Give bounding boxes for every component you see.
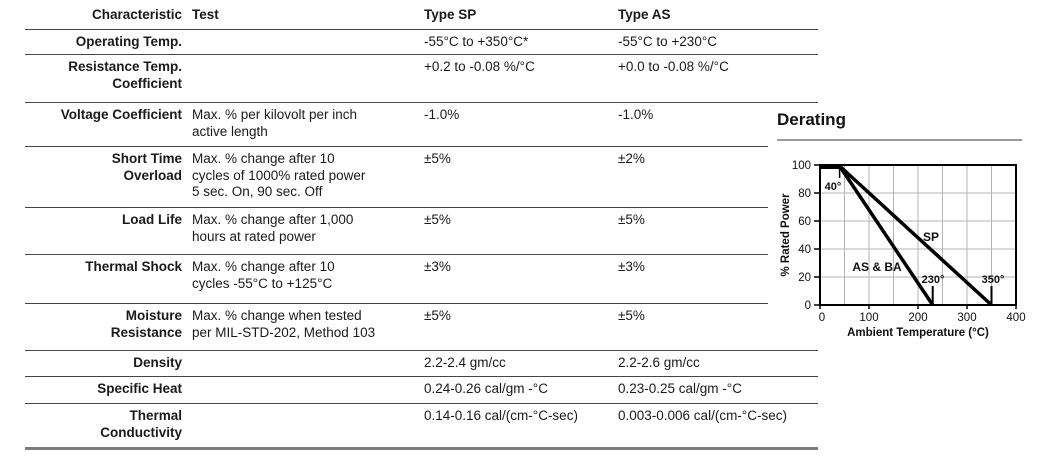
x-tick-200: 200 [908, 312, 927, 324]
row-test: Max. % change when tested per MIL-STD-20… [192, 308, 376, 340]
sp-line-label: SP [923, 230, 939, 244]
row-characteristic: Specific Heat [97, 381, 182, 396]
annotation-40-label: 40° [825, 181, 842, 193]
table-row: Operating Temp. -55°C to +350°C* -55°C t… [25, 30, 818, 55]
sp-derating-line [838, 164, 993, 307]
table-row: Load Life Max. % change after 1,000 hour… [25, 208, 818, 255]
table-header-row: Characteristic Test Type SP Type AS [25, 3, 818, 30]
annotation-350-label: 350° [982, 274, 1005, 286]
row-test: Max. % per kilovolt per inch active leng… [192, 107, 358, 139]
row-type-sp: ±5% [424, 308, 451, 323]
row-test [192, 55, 424, 59]
table-row: Density 2.2-2.4 gm/cc 2.2-2.6 gm/cc [25, 351, 818, 377]
row-characteristic: Thermal Conductivity [100, 408, 182, 440]
row-test: Max. % change after 10 cycles -55°C to +… [192, 259, 335, 291]
x-axis-ticks [819, 305, 1017, 309]
row-test [192, 30, 424, 34]
row-type-sp: -55°C to +350°C* [424, 34, 529, 49]
x-axis-labels: 0 100 200 300 400 [819, 312, 1026, 324]
row-characteristic: Voltage Coefficient [60, 107, 182, 122]
derating-title-rule [777, 139, 1022, 141]
row-characteristic: Thermal Shock [85, 259, 182, 274]
annotation-230-label: 230° [922, 274, 945, 286]
row-characteristic: Moisture Resistance [110, 308, 182, 340]
row-type-sp: ±5% [424, 151, 451, 166]
header-type-as: Type AS [618, 7, 671, 22]
y-axis-title: % Rated Power [780, 193, 792, 277]
row-type-sp: ±3% [424, 259, 451, 274]
as-ba-line-label: AS & BA [852, 260, 902, 274]
row-test: Max. % change after 10 cycles of 1000% r… [192, 151, 366, 199]
y-tick-0: 0 [805, 300, 811, 312]
characteristics-table: Characteristic Test Type SP Type AS Oper… [25, 3, 818, 450]
row-type-as: +0.0 to -0.08 %/°C [618, 59, 729, 74]
x-tick-300: 300 [957, 312, 976, 324]
row-type-as: 0.003-0.006 cal/(cm-°C-sec) [618, 408, 787, 423]
y-tick-40: 40 [798, 244, 811, 256]
row-type-as: -1.0% [618, 107, 654, 122]
row-type-as: ±3% [618, 259, 645, 274]
y-tick-100: 100 [792, 160, 811, 172]
y-axis-labels: 100 80 60 40 20 0 [792, 160, 811, 312]
row-test: Max. % change after 1,000 hours at rated… [192, 212, 354, 244]
table-row: Moisture Resistance Max. % change when t… [25, 304, 818, 351]
header-type-sp: Type SP [424, 7, 477, 22]
row-characteristic: Density [133, 355, 182, 370]
row-test [192, 377, 424, 381]
row-characteristic: Load Life [122, 212, 182, 227]
y-tick-20: 20 [798, 272, 811, 284]
table-row: Resistance Temp. Coefficient +0.2 to -0.… [25, 55, 818, 103]
x-tick-400: 400 [1006, 312, 1025, 324]
row-type-as: 2.2-2.6 gm/cc [618, 355, 700, 370]
derating-chart-title: Derating [777, 110, 846, 129]
derating-chart: 100 80 60 40 20 0 0 100 200 300 400 % Ra… [780, 160, 1026, 339]
row-characteristic: Short Time Overload [111, 151, 182, 183]
y-tick-60: 60 [798, 216, 811, 228]
x-axis-title: Ambient Temperature (°C) [847, 327, 989, 339]
row-type-sp: -1.0% [424, 107, 460, 122]
row-type-as: -55°C to +230°C [618, 34, 717, 49]
row-type-sp: +0.2 to -0.08 %/°C [424, 59, 535, 74]
y-tick-80: 80 [798, 188, 811, 200]
table-row: Specific Heat 0.24-0.26 cal/gm -°C 0.23-… [25, 377, 818, 404]
table-row: Short Time Overload Max. % change after … [25, 147, 818, 208]
row-type-as: ±2% [618, 151, 645, 166]
table-row: Thermal Shock Max. % change after 10 cyc… [25, 255, 818, 304]
header-characteristic: Characteristic [91, 7, 182, 22]
row-test [192, 351, 424, 355]
row-characteristic: Operating Temp. [75, 34, 182, 49]
x-tick-0: 0 [819, 312, 825, 324]
row-test [192, 404, 424, 408]
row-characteristic: Resistance Temp. Coefficient [68, 59, 182, 91]
chart-gridlines [820, 165, 1016, 305]
table-row: Thermal Conductivity 0.14-0.16 cal/(cm-°… [25, 404, 818, 450]
row-type-sp: ±5% [424, 212, 451, 227]
as-ba-derating-line [838, 165, 935, 306]
x-tick-100: 100 [859, 312, 878, 324]
row-type-as: ±5% [618, 212, 645, 227]
row-type-sp: 0.24-0.26 cal/gm -°C [424, 381, 548, 396]
row-type-sp: 0.14-0.16 cal/(cm-°C-sec) [424, 408, 578, 423]
row-type-sp: 2.2-2.4 gm/cc [424, 355, 506, 370]
header-test: Test [192, 7, 219, 22]
row-type-as: 0.23-0.25 cal/gm -°C [618, 381, 742, 396]
row-type-as: ±5% [618, 308, 645, 323]
table-row: Voltage Coefficient Max. % per kilovolt … [25, 103, 818, 147]
